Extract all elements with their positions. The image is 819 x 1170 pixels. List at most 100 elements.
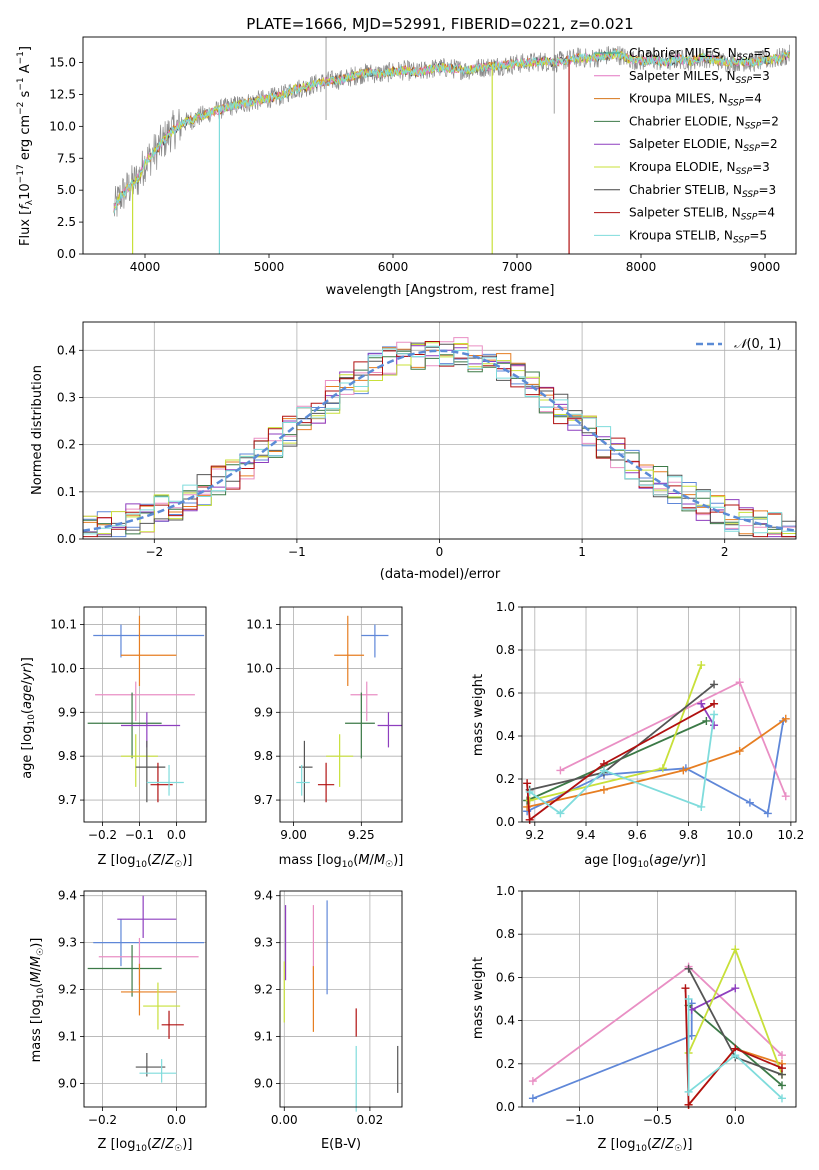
weight-marker xyxy=(523,779,532,788)
y-tick-label: 10.1 xyxy=(246,618,273,632)
legend-entry-label: Kroupa ELODIE, N xyxy=(629,160,736,174)
legend-entry-label: Chabrier MILES, N xyxy=(629,46,737,60)
weight-marker xyxy=(684,964,693,973)
spectrum-ylabel: Flux [fλ10−17 erg cm−2 s−1 A−1] xyxy=(16,46,35,246)
weight-marker xyxy=(731,945,740,954)
weight-line xyxy=(529,664,703,802)
x-tick-label: 6000 xyxy=(378,260,409,274)
axes-frame xyxy=(279,606,403,823)
weight-marker xyxy=(697,802,706,811)
weight-line xyxy=(687,999,783,1100)
y-tick-label: 10.0 xyxy=(50,661,77,675)
x-tick-label: −0.5 xyxy=(643,1113,672,1127)
y-tick-label: 12.5 xyxy=(49,87,76,101)
errorbar-point xyxy=(350,681,378,722)
x-tick-label: 0.02 xyxy=(357,1113,384,1127)
errorbar-point xyxy=(334,615,365,686)
x-tick-label: 1 xyxy=(578,545,586,559)
axes-frame xyxy=(83,606,207,823)
x-tick-label: 0.0 xyxy=(167,1113,186,1127)
weight-series xyxy=(697,699,719,730)
x-tick-label: 9.4 xyxy=(576,828,595,842)
weight-marker xyxy=(745,798,754,807)
axes-frame xyxy=(279,890,403,1108)
x-tick-label: 9.2 xyxy=(525,828,544,842)
legend-entry-suffix: =5 xyxy=(753,46,771,60)
weight-marker xyxy=(735,747,744,756)
y-tick-label: 0.6 xyxy=(496,970,515,984)
legend-entry-suffix: =4 xyxy=(744,92,762,106)
errorbar-point xyxy=(317,762,335,803)
legend-entry-suffix: =2 xyxy=(760,137,778,151)
age-vs-Z-panel: −0.2 −0.1 0.0 9.7 9.8 9.9 10.0 10.1 xyxy=(50,606,207,842)
x-tick-label: 10.0 xyxy=(726,828,753,842)
errorbar-point xyxy=(361,624,389,658)
legend-entry-sub: SSP xyxy=(733,235,750,245)
legend-entry: Kroupa MILES, NSSP=4 xyxy=(629,92,762,109)
legend-entry: Kroupa ELODIE, NSSP=3 xyxy=(629,160,770,177)
errorbar-point xyxy=(146,764,184,796)
errorbar-point xyxy=(143,982,181,1030)
y-tick-label: 9.8 xyxy=(254,749,273,763)
legend-entry-suffix: =3 xyxy=(752,69,770,83)
weight-line xyxy=(684,988,783,1108)
legend-entry: Chabrier ELODIE, NSSP=2 xyxy=(629,114,779,131)
y-tick-label: 9.9 xyxy=(58,705,77,719)
grid xyxy=(522,606,796,823)
weight-line xyxy=(526,720,785,815)
legend-entry-sub: SSP xyxy=(741,213,758,223)
y-tick-label: 0.8 xyxy=(496,927,515,941)
errorbar-point xyxy=(326,734,354,787)
x-tick-label: −1 xyxy=(288,545,306,559)
wZ-xlabel: Z [log10(Z/Z☉)] xyxy=(598,1137,693,1154)
y-tick-label: 9.3 xyxy=(254,936,273,950)
weight-marker xyxy=(763,809,772,818)
x-tick-label: 9.00 xyxy=(280,828,307,842)
errorbar-point xyxy=(345,692,375,759)
legend-entry-label: Chabrier ELODIE, N xyxy=(629,114,745,128)
weight-line xyxy=(532,1003,693,1100)
y-tick-label: 5.0 xyxy=(57,183,76,197)
y-tick-label: 9.2 xyxy=(254,983,273,997)
errorbar-point xyxy=(139,1059,177,1083)
x-tick-label: −0.2 xyxy=(88,828,117,842)
wAge-ylabel: mass weight xyxy=(471,674,486,756)
ticks: 4000 5000 6000 7000 8000 9000 0.0 2.5 5.0 7.5 10.0… xyxy=(49,56,780,274)
legend-entry-label: Salpeter STELIB, N xyxy=(629,206,741,220)
weight-marker xyxy=(658,764,667,773)
legend-entry-label: Chabrier STELIB, N xyxy=(629,183,742,197)
y-tick-label: 9.4 xyxy=(254,889,273,903)
axes-frame xyxy=(521,606,797,823)
wAge-xlabel: age [log10(age/yr)] xyxy=(584,853,706,870)
x-tick-label: 9.8 xyxy=(679,828,698,842)
grid xyxy=(84,891,206,1107)
legend-entry-label: Salpeter ELODIE, N xyxy=(629,137,743,151)
ticks: −0.2 0.0 9.0 9.1 9.2 9.3 9.4 xyxy=(58,889,186,1127)
y-tick-label: 9.2 xyxy=(58,983,77,997)
errorbar-point xyxy=(161,1010,184,1039)
normal-curve xyxy=(82,349,797,532)
ageZ-xlabel: Z [log10(Z/Z☉)] xyxy=(98,853,193,870)
age-vs-mass-panel: 9.00 9.25 9.7 9.8 9.9 10.0 10.1 xyxy=(246,606,403,842)
y-tick-label: 2.5 xyxy=(57,215,76,229)
ageM-xlabel: mass [log10(M/M☉)] xyxy=(279,853,404,870)
y-tick-label: 0.0 xyxy=(496,1100,515,1114)
legend-entry-suffix: =5 xyxy=(749,228,767,242)
legend-entry: Chabrier STELIB, NSSP=3 xyxy=(629,183,776,200)
weight-marker xyxy=(525,796,534,805)
x-tick-label: −0.2 xyxy=(88,1113,117,1127)
mZ-xlabel: Z [log10(Z/Z☉)] xyxy=(98,1137,193,1154)
errorbar-point xyxy=(135,740,166,803)
weight-marker xyxy=(697,699,706,708)
y-tick-label: 10.0 xyxy=(49,119,76,133)
legend-entry: Chabrier MILES, NSSP=5 xyxy=(629,46,771,63)
errorbar-point xyxy=(135,1053,166,1077)
y-tick-label: 0.0 xyxy=(496,815,515,829)
weight-marker xyxy=(702,716,711,725)
weight-marker xyxy=(781,714,790,723)
weight-series xyxy=(523,699,719,824)
weight-marker xyxy=(777,1094,786,1103)
y-tick-label: 0.4 xyxy=(496,1014,515,1028)
legend-entry: Salpeter STELIB, NSSP=4 xyxy=(629,206,775,223)
